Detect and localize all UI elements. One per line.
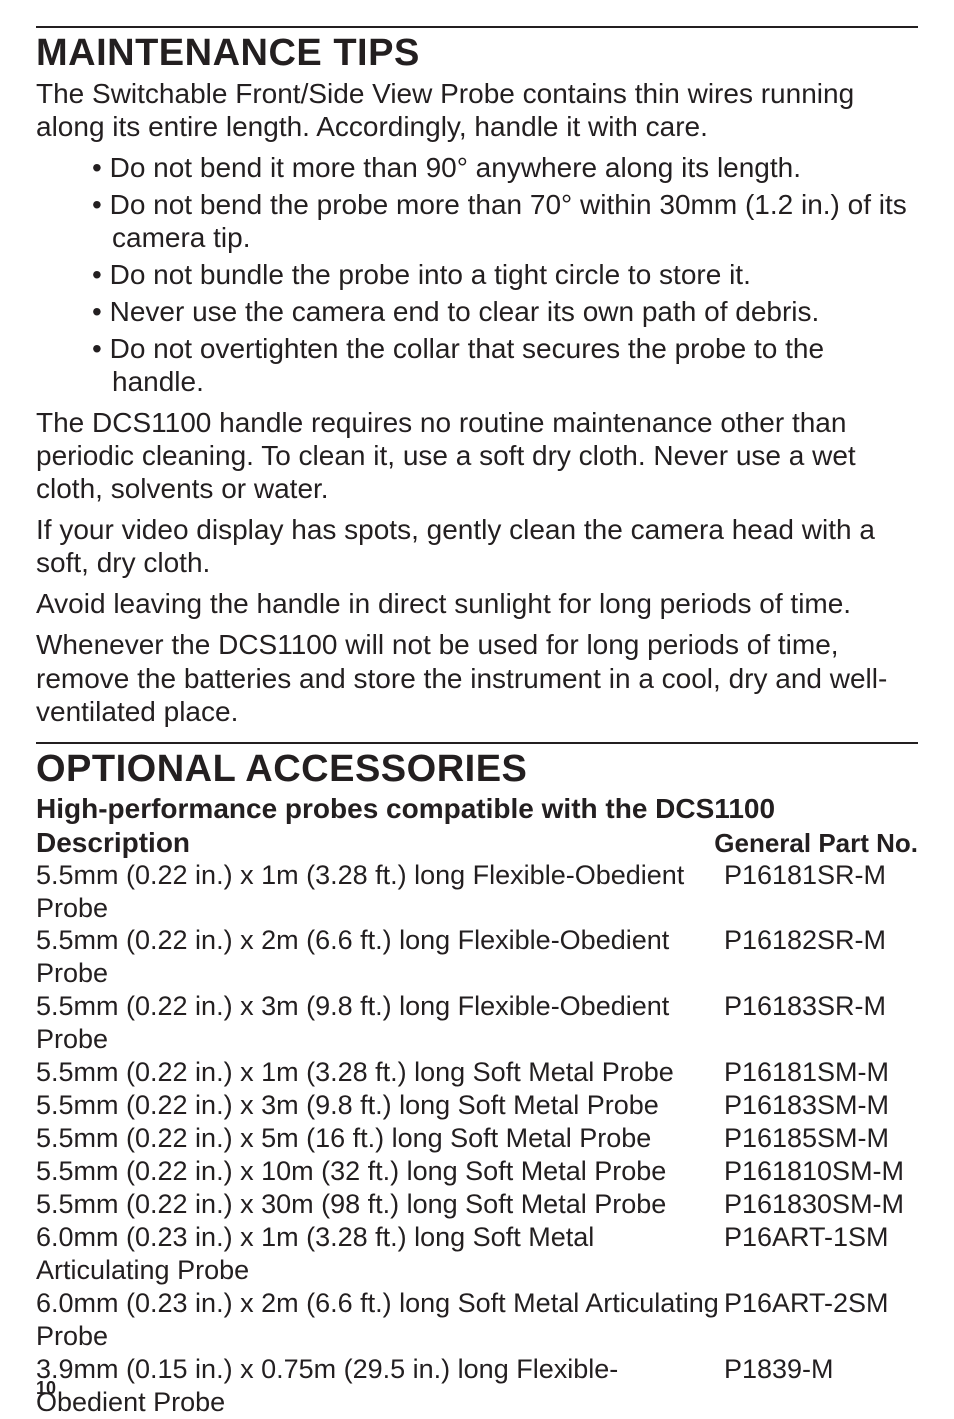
- cell-description: 6.0mm (0.23 in.) x 1m (3.28 ft.) long So…: [36, 1221, 724, 1287]
- bullet-item: Never use the camera end to clear its ow…: [92, 295, 918, 328]
- table-header-row: Description General Part No.: [36, 827, 918, 859]
- section-1-para-5: Whenever the DCS1100 will not be used fo…: [36, 628, 918, 727]
- top-rule-2: [36, 742, 918, 744]
- document-page: MAINTENANCE TIPS The Switchable Front/Si…: [0, 0, 954, 1419]
- table-row: 5.5mm (0.22 in.) x 10m (32 ft.) long Sof…: [36, 1155, 918, 1188]
- cell-part-no: P161810SM-M: [724, 1155, 918, 1188]
- cell-part-no: P16182SR-M: [724, 924, 918, 990]
- cell-description: 5.5mm (0.22 in.) x 5m (16 ft.) long Soft…: [36, 1122, 724, 1155]
- cell-part-no: P1839-M: [724, 1353, 918, 1419]
- cell-description: 5.5mm (0.22 in.) x 10m (32 ft.) long Sof…: [36, 1155, 724, 1188]
- table-row: 5.5mm (0.22 in.) x 1m (3.28 ft.) long So…: [36, 1056, 918, 1089]
- bullet-item: Do not bend the probe more than 70° with…: [92, 188, 918, 254]
- cell-part-no: P16ART-1SM: [724, 1221, 918, 1287]
- section-1-para-2: The DCS1100 handle requires no routine m…: [36, 406, 918, 505]
- parts-table: 5.5mm (0.22 in.) x 1m (3.28 ft.) long Fl…: [36, 859, 918, 1419]
- column-header-part-no: General Part No.: [714, 828, 918, 859]
- table-row: 5.5mm (0.22 in.) x 1m (3.28 ft.) long Fl…: [36, 859, 918, 925]
- cell-description: 3.9mm (0.15 in.) x 0.75m (29.5 in.) long…: [36, 1353, 724, 1419]
- cell-description: 5.5mm (0.22 in.) x 30m (98 ft.) long Sof…: [36, 1188, 724, 1221]
- cell-description: 5.5mm (0.22 in.) x 1m (3.28 ft.) long So…: [36, 1056, 724, 1089]
- table-row: 6.0mm (0.23 in.) x 1m (3.28 ft.) long So…: [36, 1221, 918, 1287]
- page-number: 10: [36, 1378, 56, 1399]
- bullet-item: Do not overtighten the collar that secur…: [92, 332, 918, 398]
- section-1-bullet-list: Do not bend it more than 90° anywhere al…: [36, 151, 918, 398]
- table-row: 5.5mm (0.22 in.) x 3m (9.8 ft.) long Fle…: [36, 990, 918, 1056]
- bullet-item: Do not bundle the probe into a tight cir…: [92, 258, 918, 291]
- section-1-title: MAINTENANCE TIPS: [36, 32, 918, 75]
- section-1-intro: The Switchable Front/Side View Probe con…: [36, 77, 918, 143]
- parts-table-body: 5.5mm (0.22 in.) x 1m (3.28 ft.) long Fl…: [36, 859, 918, 1419]
- cell-part-no: P161830SM-M: [724, 1188, 918, 1221]
- cell-description: 5.5mm (0.22 in.) x 3m (9.8 ft.) long Fle…: [36, 990, 724, 1056]
- table-row: 5.5mm (0.22 in.) x 5m (16 ft.) long Soft…: [36, 1122, 918, 1155]
- cell-part-no: P16ART-2SM: [724, 1287, 918, 1353]
- column-header-description: Description: [36, 827, 190, 859]
- table-row: 6.0mm (0.23 in.) x 2m (6.6 ft.) long Sof…: [36, 1287, 918, 1353]
- top-rule-1: [36, 26, 918, 28]
- table-row: 3.9mm (0.15 in.) x 0.75m (29.5 in.) long…: [36, 1353, 918, 1419]
- cell-part-no: P16181SR-M: [724, 859, 918, 925]
- cell-part-no: P16183SR-M: [724, 990, 918, 1056]
- table-row: 5.5mm (0.22 in.) x 2m (6.6 ft.) long Fle…: [36, 924, 918, 990]
- section-1-para-4: Avoid leaving the handle in direct sunli…: [36, 587, 918, 620]
- section-2-title: OPTIONAL ACCESSORIES: [36, 748, 918, 791]
- cell-description: 5.5mm (0.22 in.) x 2m (6.6 ft.) long Fle…: [36, 924, 724, 990]
- bullet-item: Do not bend it more than 90° anywhere al…: [92, 151, 918, 184]
- table-row: 5.5mm (0.22 in.) x 3m (9.8 ft.) long Sof…: [36, 1089, 918, 1122]
- cell-description: 5.5mm (0.22 in.) x 3m (9.8 ft.) long Sof…: [36, 1089, 724, 1122]
- cell-description: 5.5mm (0.22 in.) x 1m (3.28 ft.) long Fl…: [36, 859, 724, 925]
- section-2-subhead: High-performance probes compatible with …: [36, 793, 918, 825]
- cell-part-no: P16183SM-M: [724, 1089, 918, 1122]
- cell-part-no: P16181SM-M: [724, 1056, 918, 1089]
- cell-part-no: P16185SM-M: [724, 1122, 918, 1155]
- cell-description: 6.0mm (0.23 in.) x 2m (6.6 ft.) long Sof…: [36, 1287, 724, 1353]
- section-1-para-3: If your video display has spots, gently …: [36, 513, 918, 579]
- table-row: 5.5mm (0.22 in.) x 30m (98 ft.) long Sof…: [36, 1188, 918, 1221]
